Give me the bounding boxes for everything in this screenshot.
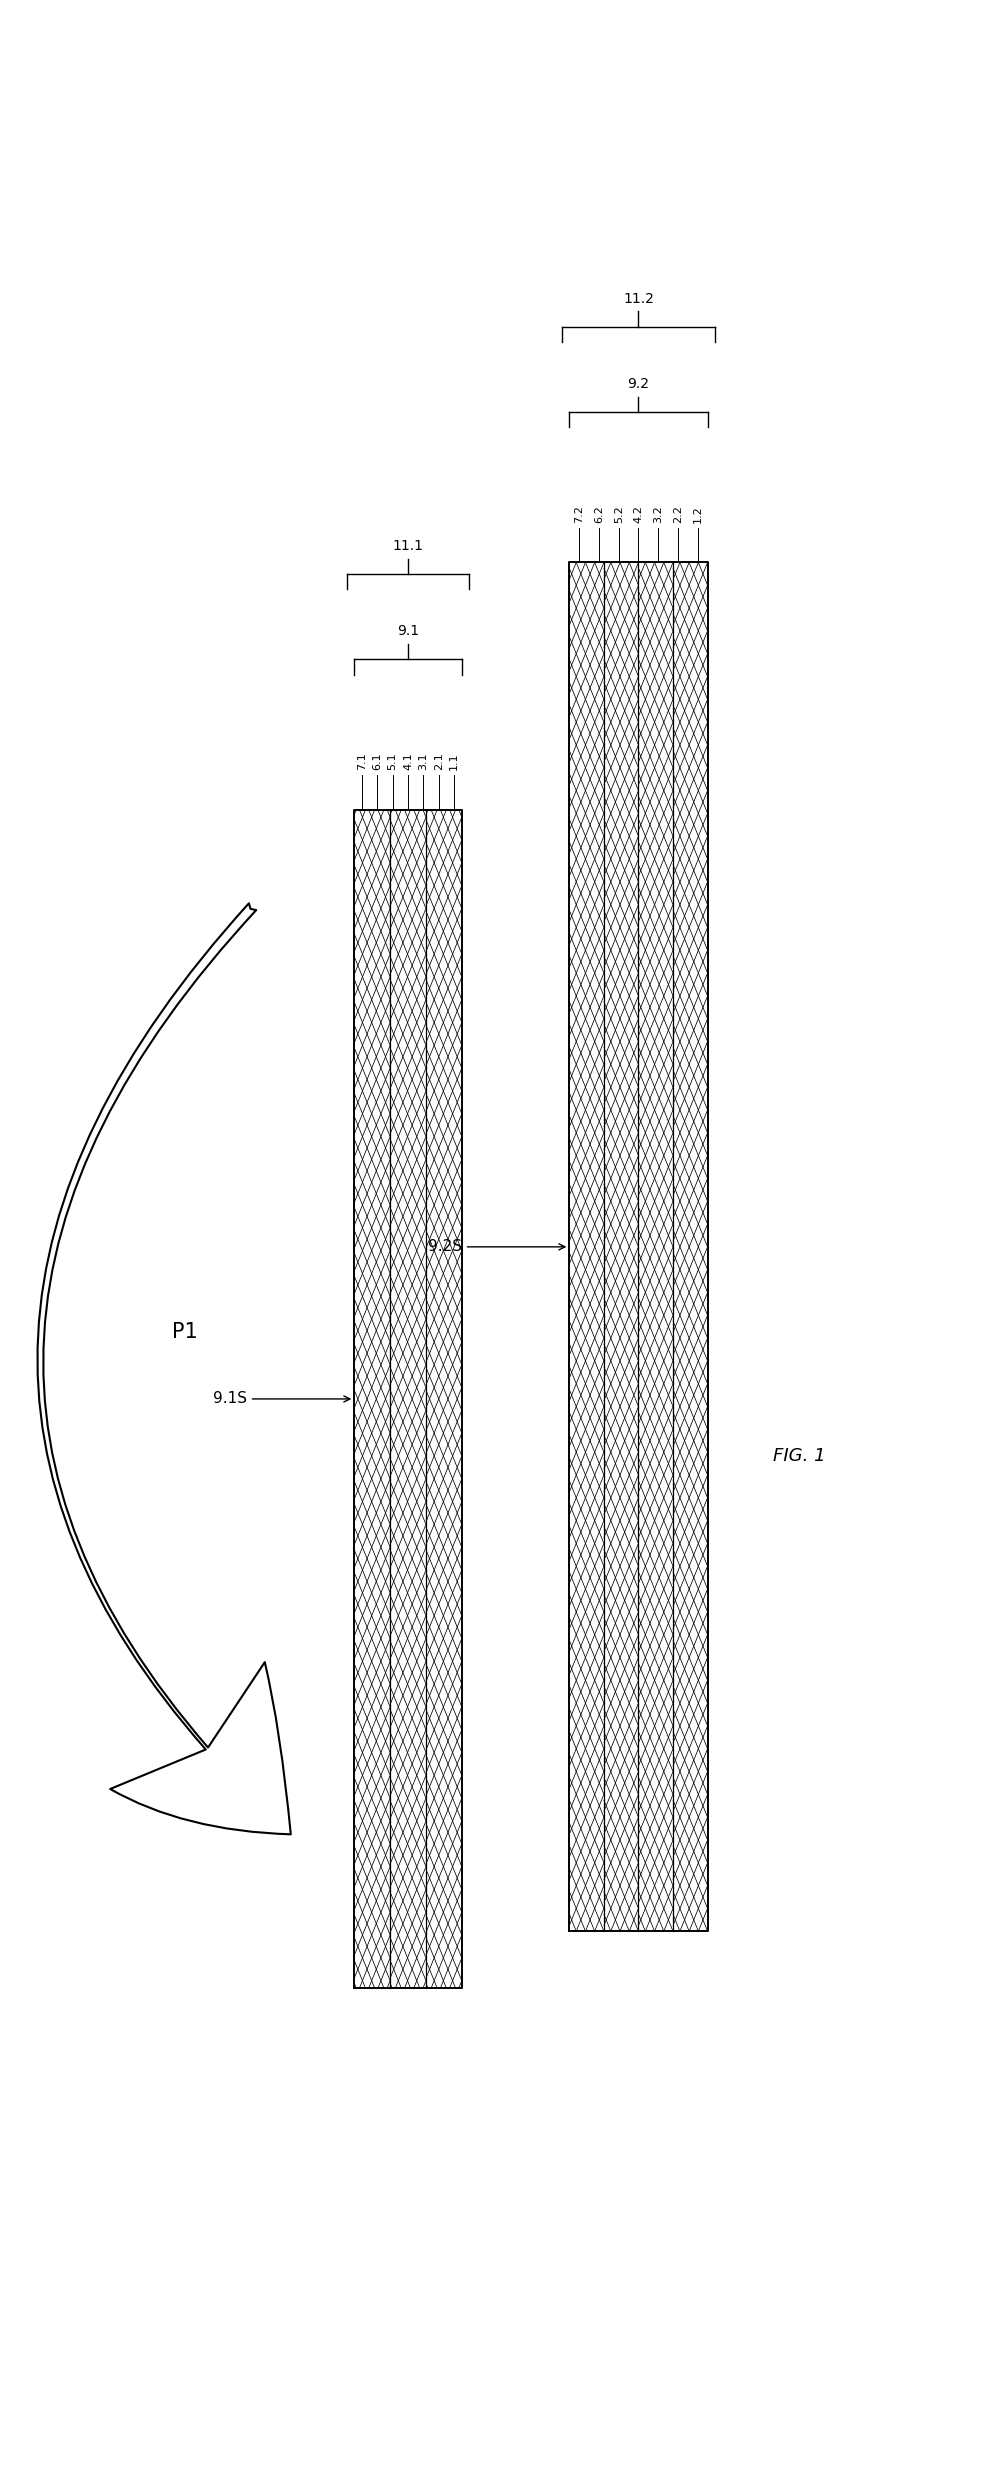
Text: 4.2: 4.2 <box>633 504 643 523</box>
Text: 9.2S: 9.2S <box>428 1239 565 1254</box>
Text: 11.1: 11.1 <box>392 538 423 553</box>
Text: 9.1S: 9.1S <box>213 1393 350 1407</box>
Text: 2.2: 2.2 <box>673 504 683 523</box>
Text: 4.1: 4.1 <box>403 753 413 770</box>
Text: 11.2: 11.2 <box>623 291 654 306</box>
Text: 5.2: 5.2 <box>613 504 623 523</box>
Text: 1.2: 1.2 <box>693 504 703 523</box>
Text: 6.1: 6.1 <box>373 753 383 770</box>
Text: 5.1: 5.1 <box>387 753 397 770</box>
Text: 6.2: 6.2 <box>594 504 604 523</box>
Text: 9.2: 9.2 <box>627 378 649 390</box>
Text: 3.2: 3.2 <box>653 504 663 523</box>
Text: 2.1: 2.1 <box>434 753 444 770</box>
Text: 3.1: 3.1 <box>418 753 428 770</box>
Text: 7.1: 7.1 <box>357 753 367 770</box>
Text: 9.1: 9.1 <box>397 625 419 639</box>
Text: FIG. 1: FIG. 1 <box>773 1447 826 1464</box>
Text: 1.1: 1.1 <box>449 753 459 770</box>
Text: 7.2: 7.2 <box>574 504 585 523</box>
Text: P1: P1 <box>172 1323 198 1343</box>
